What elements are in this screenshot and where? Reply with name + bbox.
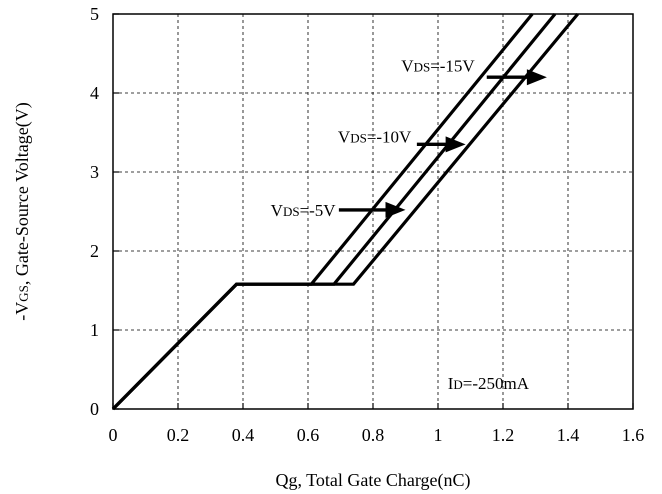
x-tick-label: 1.6 <box>622 425 645 445</box>
x-tick-label: 0.6 <box>297 425 320 445</box>
series-lines <box>111 12 580 411</box>
y-tick-label: 2 <box>90 241 99 261</box>
annotation-arrow-1 <box>486 69 547 86</box>
series-line-3 <box>111 12 580 411</box>
y-axis-title: -VGS, Gate-Source Voltage(V) <box>12 102 33 320</box>
x-axis-title: Qg, Total Gate Charge(nC) <box>275 470 470 491</box>
x-tick-label: 0 <box>109 425 118 445</box>
annotation-arrow-3 <box>338 201 406 218</box>
y-tick-label: 3 <box>90 162 99 182</box>
y-tick-label: 1 <box>90 320 99 340</box>
y-tick-label: 0 <box>90 399 99 419</box>
x-tick-label: 0.2 <box>167 425 190 445</box>
x-tick-label: 1.4 <box>557 425 580 445</box>
y-tick-label: 5 <box>90 4 99 24</box>
grid <box>113 14 633 409</box>
x-tick-label: 1.2 <box>492 425 515 445</box>
series-annotation-2: VDS=-10V <box>338 127 412 146</box>
annotations: VDS=-15V VDS=-10V VDS=-5V ID=-250mA <box>271 56 547 393</box>
axis-ticks: 0 0.2 0.4 0.6 0.8 1 1.2 1.4 1.6 0 1 2 3 4 5 <box>90 4 644 445</box>
annotation-arrow-2 <box>416 136 466 153</box>
series-annotation-1: VDS=-15V <box>401 56 475 75</box>
x-tick-label: 0.4 <box>232 425 255 445</box>
x-tick-label: 0.8 <box>362 425 385 445</box>
series-annotation-3: VDS=-5V <box>271 201 337 220</box>
y-tick-label: 4 <box>90 83 99 103</box>
x-tick-label: 1 <box>434 425 443 445</box>
drain-current-note: ID=-250mA <box>448 374 530 393</box>
